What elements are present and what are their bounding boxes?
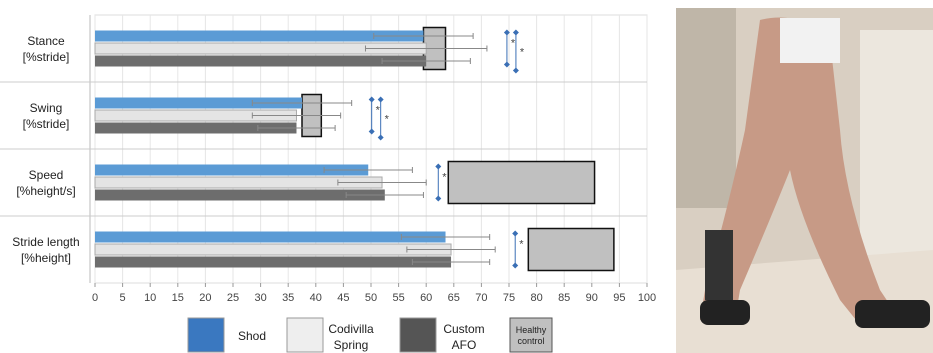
significance-diamond: [369, 97, 375, 103]
x-tick-label: 100: [638, 292, 656, 304]
x-tick-label: 95: [613, 292, 625, 304]
significance-label: *: [520, 46, 525, 58]
significance-label: *: [519, 238, 524, 250]
bar: [95, 244, 451, 255]
significance-diamond: [435, 164, 441, 170]
significance-diamond: [512, 263, 518, 269]
significance-label: *: [511, 37, 516, 49]
legend-label: Custom AFO: [438, 321, 490, 353]
x-tick-label: 75: [503, 292, 515, 304]
bar: [95, 56, 426, 67]
x-tick-label: 40: [310, 292, 322, 304]
x-tick-label: 25: [227, 292, 239, 304]
x-tick-label: 15: [172, 292, 184, 304]
category-label: Stride length [%height]: [0, 234, 92, 266]
significance-label: *: [376, 104, 381, 116]
x-tick-label: 85: [558, 292, 570, 304]
x-tick-label: 70: [475, 292, 487, 304]
x-tick-label: 20: [199, 292, 211, 304]
x-tick-label: 60: [420, 292, 432, 304]
significance-diamond: [378, 97, 384, 103]
legend-swatch: [287, 318, 323, 352]
category-label: Speed [%height/s]: [0, 167, 92, 199]
x-tick-label: 30: [254, 292, 266, 304]
legend-label: Codivilla Spring: [325, 321, 377, 353]
significance-diamond: [378, 135, 384, 141]
healthy-control-range: [528, 229, 614, 271]
significance-label: *: [385, 113, 390, 125]
chart: 0 5 10 15 20 25 30 35 40 45 50 55 60 65 70 75 80 85 90 95 10…: [0, 0, 933, 353]
significance-label: *: [442, 171, 447, 183]
photo: [676, 8, 933, 353]
x-tick-label: 50: [365, 292, 377, 304]
x-tick-label: 10: [144, 292, 156, 304]
x-tick-label: 35: [282, 292, 294, 304]
significance-diamond: [513, 30, 519, 36]
figure: 0 5 10 15 20 25 30 35 40 45 50 55 60 65 70 75 80 85 90 95 10…: [0, 0, 933, 353]
legend-swatch: [188, 318, 224, 352]
significance-diamond: [369, 129, 375, 135]
x-tick-label: 80: [530, 292, 542, 304]
x-tick-label: 0: [92, 292, 98, 304]
significance-diamond: [513, 68, 519, 74]
x-tick-label: 55: [392, 292, 404, 304]
category-label: Stance [%stride]: [0, 33, 92, 65]
category-label: Swing [%stride]: [0, 100, 92, 132]
legend-swatch: [400, 318, 436, 352]
legend-label: Healthy control: [510, 325, 552, 347]
healthy-control-range: [448, 162, 594, 204]
bar: [95, 257, 451, 268]
bar: [95, 190, 385, 201]
x-tick-label: 45: [337, 292, 349, 304]
x-tick-label: 5: [120, 292, 126, 304]
bar: [95, 232, 446, 243]
x-tick-label: 65: [448, 292, 460, 304]
significance-diamond: [435, 196, 441, 202]
significance-diamond: [512, 231, 518, 237]
legend-label: Shod: [226, 328, 278, 344]
x-tick-label: 90: [586, 292, 598, 304]
